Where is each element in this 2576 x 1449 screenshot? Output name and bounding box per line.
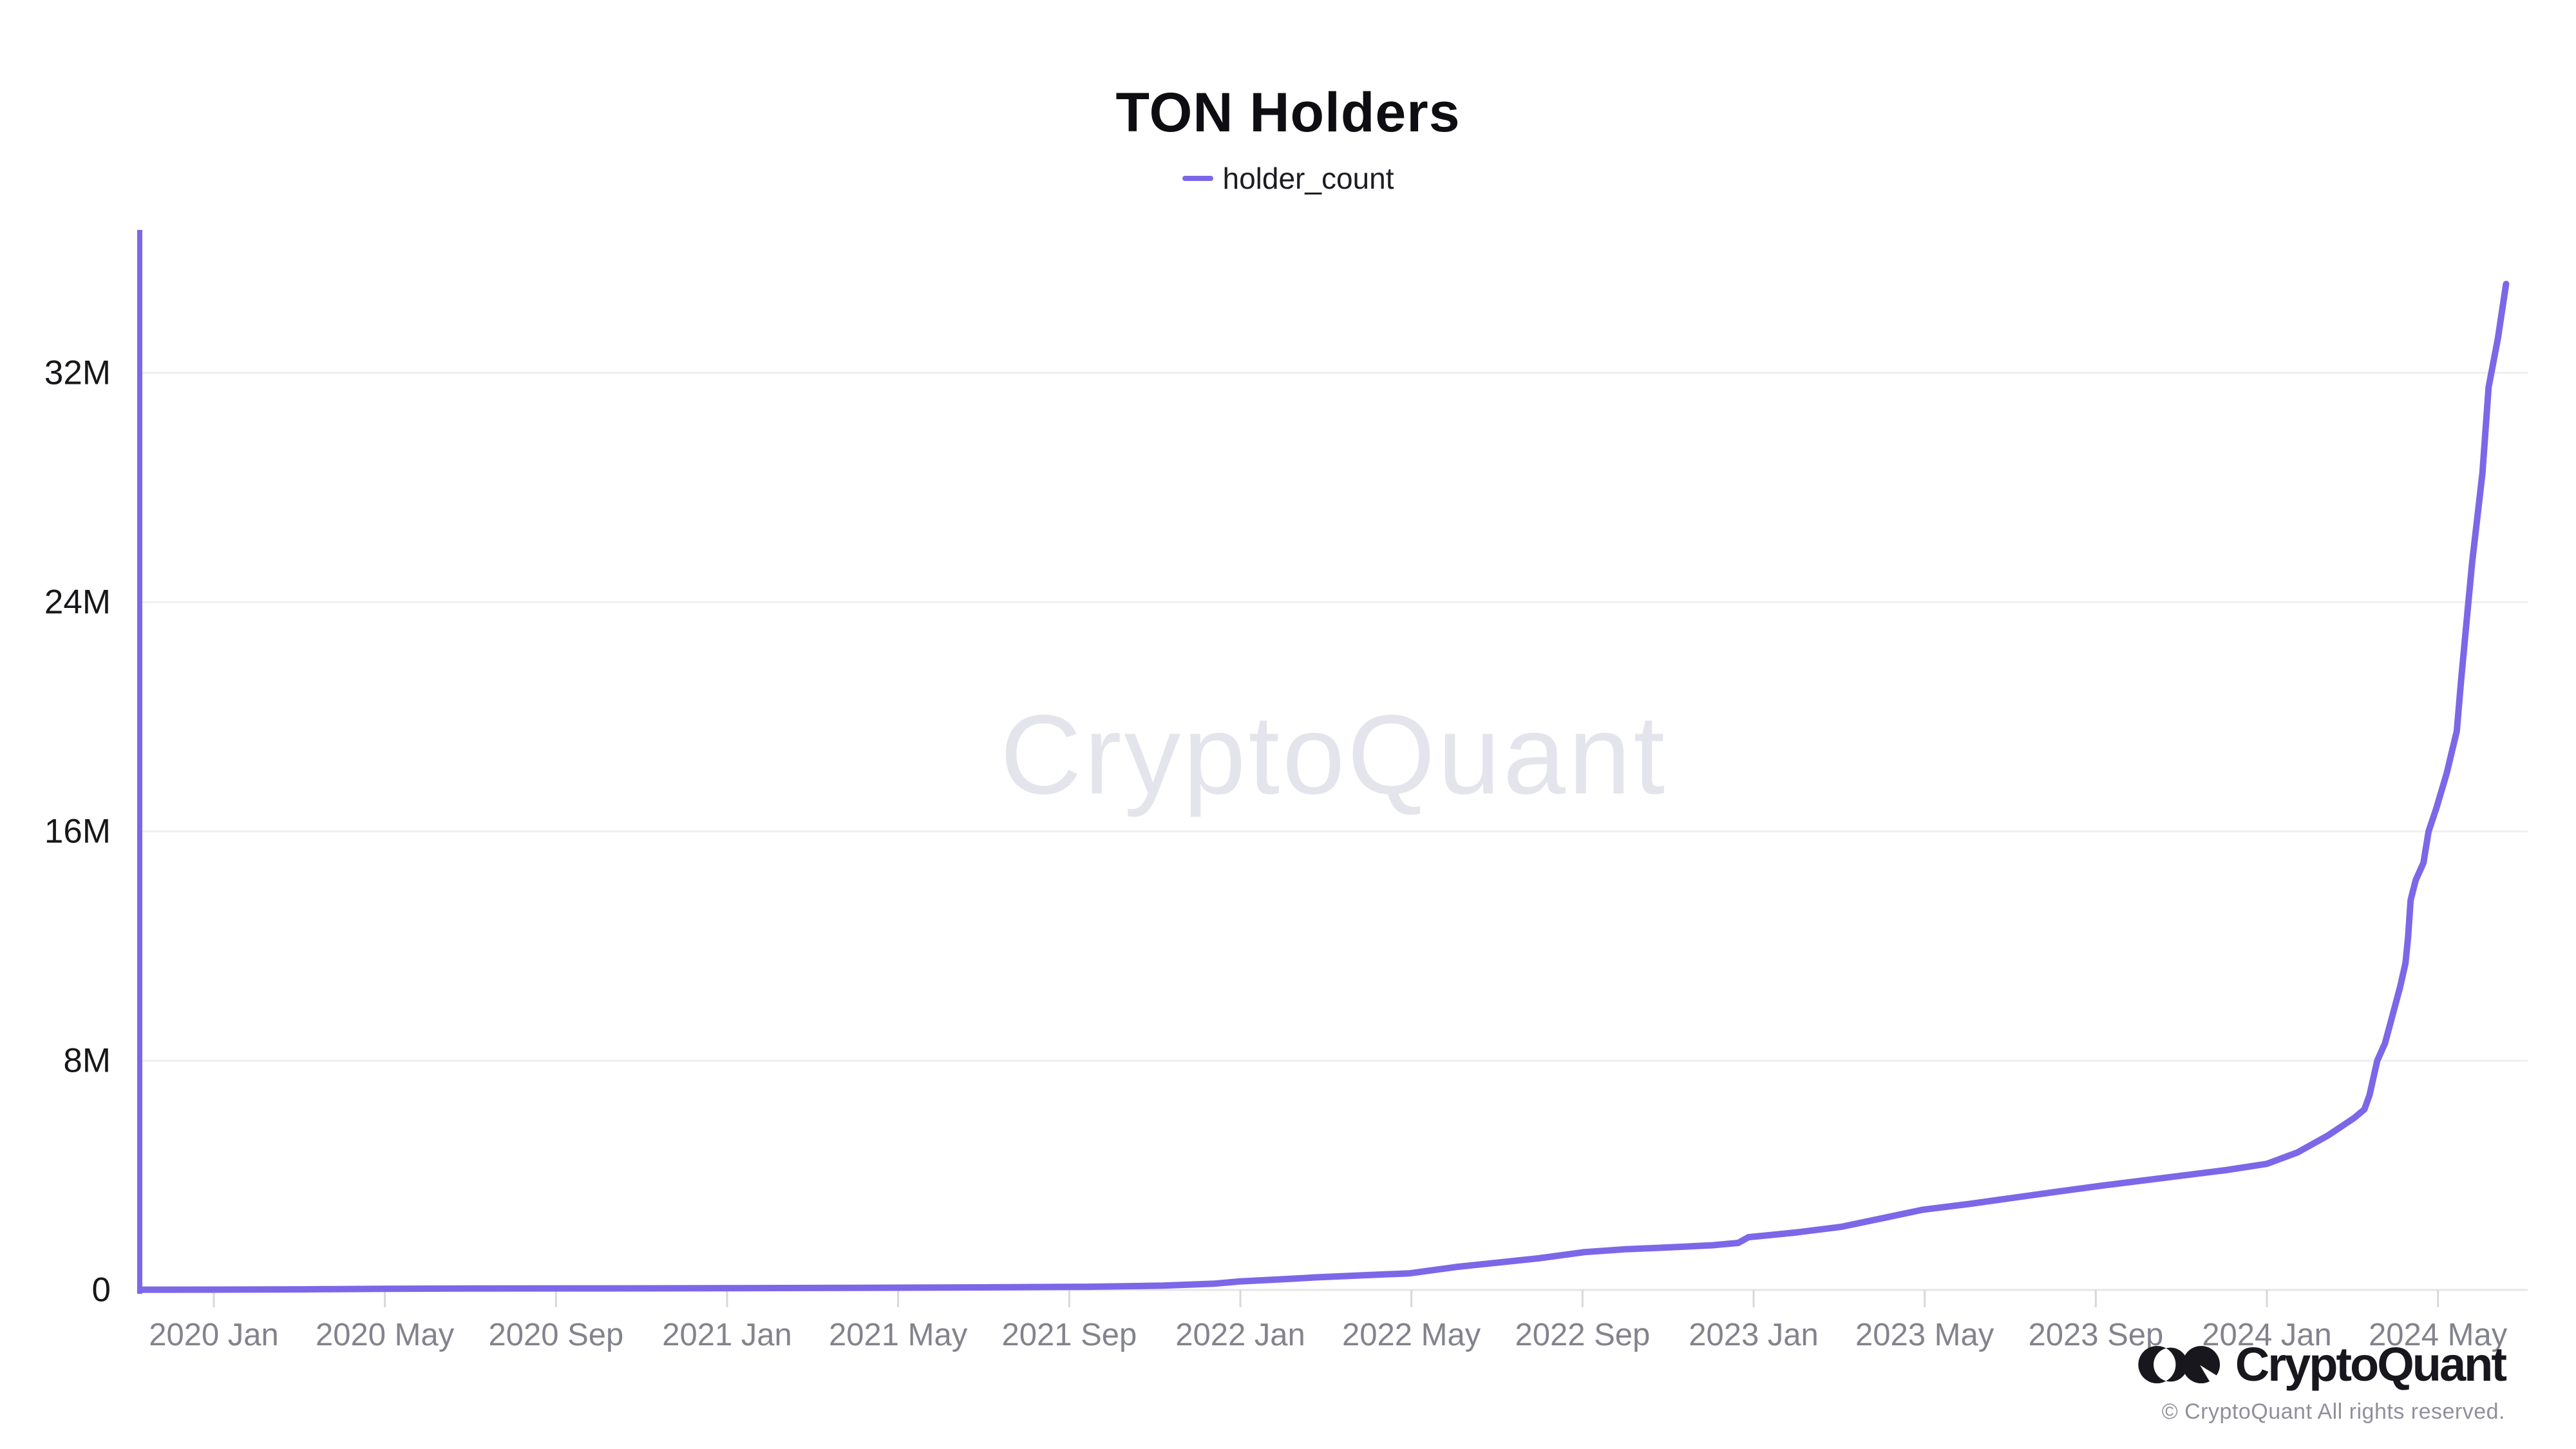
x-axis-label: 2021 Jan bbox=[662, 1318, 792, 1352]
x-axis-label: 2022 Jan bbox=[1175, 1318, 1305, 1352]
brand-row: CryptoQuant bbox=[2137, 1337, 2507, 1392]
x-axis-label: 2023 Jan bbox=[1689, 1318, 1819, 1352]
legend-label: holder_count bbox=[1222, 162, 1394, 195]
x-axis-label: 2020 May bbox=[316, 1318, 455, 1352]
x-axis-label: 2021 Sep bbox=[1001, 1318, 1137, 1352]
x-axis-label: 2021 May bbox=[829, 1318, 968, 1352]
copyright-text: © CryptoQuant All rights reserved. bbox=[2161, 1399, 2505, 1424]
x-axis-label: 2024 May bbox=[2369, 1318, 2508, 1352]
x-axis-label: 2022 Sep bbox=[1515, 1318, 1650, 1352]
y-axis-label: 32M bbox=[44, 354, 111, 392]
legend: holder_count bbox=[0, 161, 2576, 196]
series-line-holder-count bbox=[138, 281, 2510, 1293]
y-axis-label: 8M bbox=[63, 1042, 111, 1080]
y-axis-label: 16M bbox=[44, 813, 111, 851]
x-axis-label: 2023 May bbox=[1855, 1318, 1994, 1352]
y-axis-label: 24M bbox=[44, 583, 111, 621]
cryptoquant-logo-icon bbox=[2138, 1345, 2220, 1384]
x-axis-label: 2024 Jan bbox=[2202, 1318, 2332, 1352]
brand-footer: CryptoQuant © CryptoQuant All rights res… bbox=[2137, 1337, 2507, 1425]
x-axis-label: 2022 May bbox=[1342, 1318, 1481, 1352]
legend-line-swatch-icon bbox=[1182, 176, 1213, 181]
x-axis-label: 2020 Sep bbox=[488, 1318, 623, 1352]
y-axis-label: 0 bbox=[92, 1271, 111, 1309]
x-axis-label: 2020 Jan bbox=[149, 1318, 279, 1352]
page-title: TON Holders bbox=[1115, 82, 1461, 144]
brand-name: CryptoQuant bbox=[2235, 1338, 2507, 1391]
x-axis-label: 2023 Sep bbox=[2028, 1318, 2163, 1352]
